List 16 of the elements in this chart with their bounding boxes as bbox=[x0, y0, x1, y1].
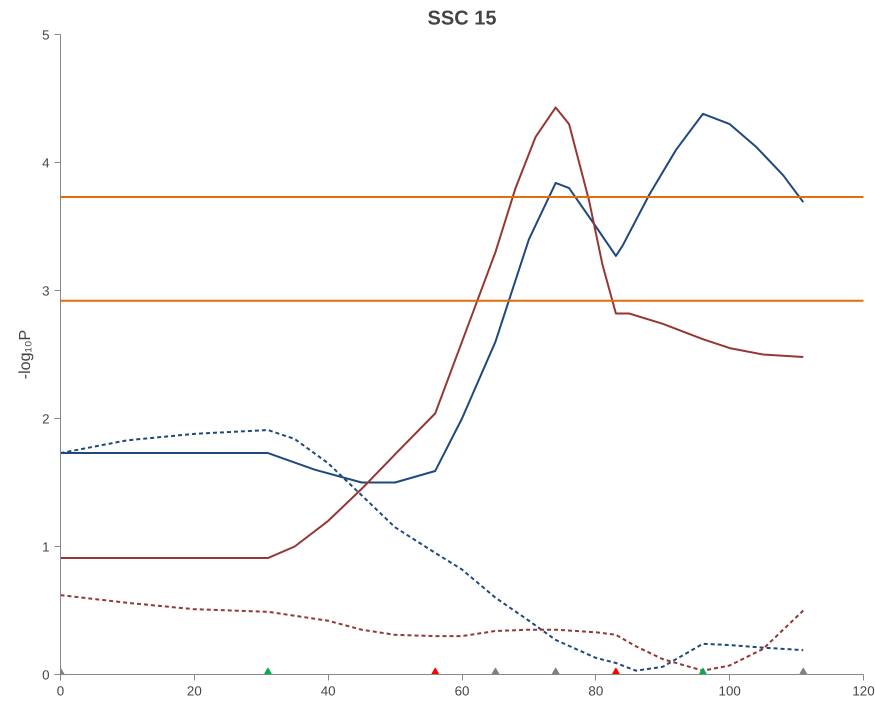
chart-title: SSC 15 bbox=[428, 8, 496, 30]
x-tick-label: 0 bbox=[56, 684, 64, 698]
y-tick-label: 1 bbox=[42, 540, 50, 554]
x-tick-label: 80 bbox=[588, 684, 604, 698]
y-tick-label: 3 bbox=[42, 284, 50, 298]
line-series bbox=[60, 106, 804, 560]
x-tick-label: 20 bbox=[186, 684, 202, 698]
y-tick-label: 0 bbox=[42, 668, 50, 682]
y-tick-label: 4 bbox=[42, 156, 50, 170]
x-tick-label: 120 bbox=[852, 684, 875, 698]
x-tick-label: 60 bbox=[454, 684, 470, 698]
x-tick-label: 40 bbox=[320, 684, 336, 698]
x-tick-label: 100 bbox=[718, 684, 741, 698]
y-tick-label: 2 bbox=[42, 412, 50, 426]
y-axis-title: -log₁₀P bbox=[17, 330, 34, 380]
y-tick-label: 5 bbox=[42, 28, 50, 42]
